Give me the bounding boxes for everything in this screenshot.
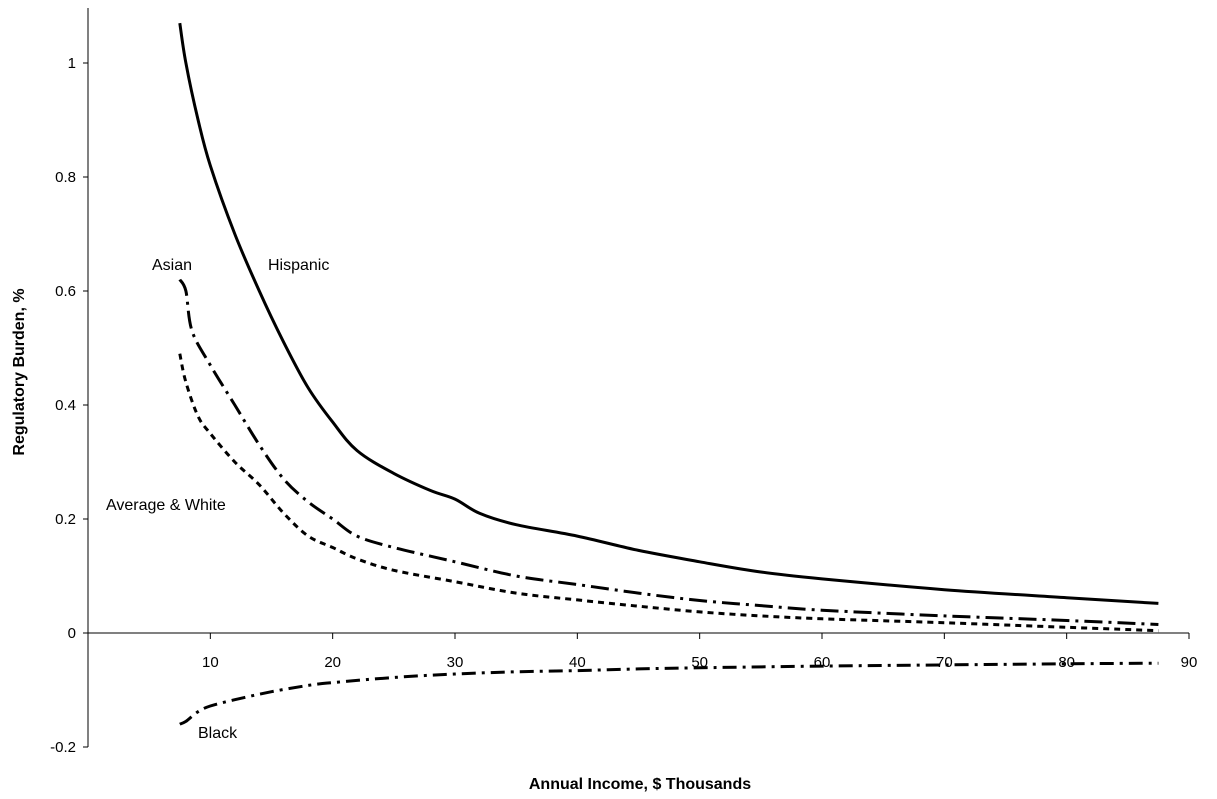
series-line-asian — [178, 278, 1159, 626]
series-line-hispanic — [178, 22, 1159, 605]
x-tick-label-0: 10 — [202, 654, 219, 671]
x-tick-label-3: 40 — [569, 654, 586, 671]
x-tick-label-2: 30 — [447, 654, 464, 671]
y-tick-label-3: 0.4 — [55, 397, 76, 414]
y-tick-label-5: 0.8 — [55, 169, 76, 186]
average-white-label: Average & White — [106, 497, 226, 514]
x-tick-label-7: 80 — [1058, 654, 1075, 671]
x-axis-title: Annual Income, $ Thousands — [529, 776, 751, 793]
y-tick-label-0: -0.2 — [50, 739, 76, 756]
series-line-average-white — [178, 353, 1159, 633]
series-lines — [178, 22, 1159, 726]
black-label: Black — [198, 725, 238, 742]
x-tick-label-1: 20 — [324, 654, 341, 671]
x-tick-label-6: 70 — [936, 654, 953, 671]
series-line-black — [179, 661, 1159, 726]
hispanic-label: Hispanic — [268, 257, 329, 274]
tick-marks — [83, 62, 1190, 748]
axes — [87, 8, 1189, 747]
y-tick-label-4: 0.6 — [55, 283, 76, 300]
x-tick-label-8: 90 — [1181, 654, 1198, 671]
y-axis-title: Regulatory Burden, % — [11, 288, 28, 455]
y-tick-label-6: 1 — [68, 55, 76, 72]
asian-label: Asian — [152, 257, 192, 274]
y-tick-label-1: 0 — [68, 625, 76, 642]
y-tick-label-2: 0.2 — [55, 511, 76, 528]
x-tick-label-5: 60 — [814, 654, 831, 671]
